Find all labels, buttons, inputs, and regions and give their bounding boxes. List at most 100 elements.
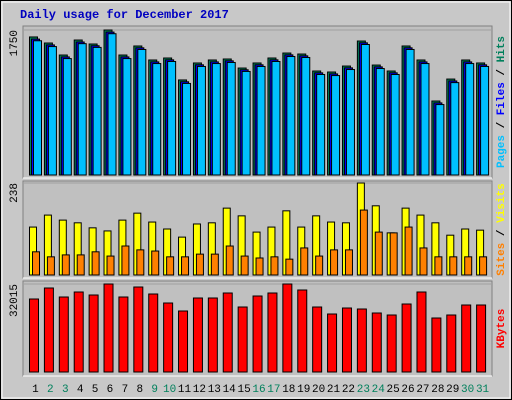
x-tick-label: 25 (387, 384, 400, 396)
bar (464, 256, 473, 276)
bar (226, 61, 236, 176)
x-tick-label: 1 (32, 384, 39, 396)
chart-title: Daily usage for December 2017 (20, 8, 229, 22)
bar (210, 253, 219, 276)
x-tick-label: 14 (223, 384, 237, 396)
x-tick-label: 23 (357, 384, 370, 396)
bar (416, 291, 427, 373)
bar (450, 82, 460, 176)
bar (133, 286, 144, 373)
bar (167, 60, 177, 176)
bar (106, 255, 115, 276)
bar (195, 253, 204, 276)
bar (43, 287, 54, 373)
bar (449, 256, 458, 276)
bar (390, 73, 400, 176)
bar (62, 58, 72, 176)
bar (389, 232, 398, 276)
bar (434, 256, 443, 276)
bar (431, 317, 442, 373)
x-tick-label: 6 (107, 384, 114, 396)
x-tick-label: 15 (237, 384, 250, 396)
bar (237, 306, 248, 373)
bar (282, 283, 293, 373)
legend: Sites / Visits (496, 183, 508, 275)
x-tick-label: 31 (476, 384, 490, 396)
x-tick-label: 8 (136, 384, 143, 396)
x-tick-label: 5 (92, 384, 99, 396)
x-tick-label: 24 (372, 384, 386, 396)
x-tick-label: 29 (446, 384, 459, 396)
bar (103, 283, 114, 373)
bar (401, 303, 412, 373)
bar (152, 63, 162, 176)
x-tick-label: 7 (122, 384, 129, 396)
bar (136, 249, 145, 276)
bar (121, 245, 130, 276)
x-tick-label: 13 (208, 384, 221, 396)
bar (267, 292, 278, 373)
bar (331, 75, 341, 176)
bar (327, 313, 338, 373)
bar (33, 40, 42, 176)
x-tick-label: 18 (282, 384, 295, 396)
y-tick-label: 1750 (9, 30, 21, 56)
bar (181, 256, 190, 276)
bar (58, 296, 69, 373)
bar (148, 293, 159, 373)
bar (476, 304, 487, 373)
bar (359, 209, 368, 276)
bar (137, 48, 147, 176)
bar (300, 247, 309, 276)
bar (122, 58, 132, 176)
bar (435, 104, 445, 176)
bar (356, 308, 367, 373)
x-tick-label: 3 (62, 384, 69, 396)
bar (297, 289, 308, 373)
bar (211, 63, 221, 176)
bar (61, 254, 70, 276)
bar (386, 314, 397, 373)
bar (207, 297, 218, 373)
bar (151, 250, 160, 276)
bar (345, 69, 355, 176)
x-tick-label: 19 (297, 384, 310, 396)
bar (166, 256, 175, 276)
bar (271, 60, 281, 176)
bar (344, 249, 353, 276)
bar (192, 297, 203, 373)
x-tick-label: 2 (47, 384, 54, 396)
bar (163, 302, 174, 373)
bar (47, 46, 57, 176)
bar (446, 314, 457, 373)
x-tick-label: 20 (312, 384, 325, 396)
bar (371, 312, 382, 373)
x-tick-label: 9 (151, 384, 158, 396)
bar (480, 65, 490, 176)
legend: Pages / Files / Hits (496, 36, 508, 168)
bar (405, 48, 415, 176)
x-tick-label: 21 (327, 384, 341, 396)
bar (255, 257, 264, 276)
bar (182, 82, 192, 176)
bar (178, 310, 189, 373)
bar (46, 256, 55, 276)
bar (118, 296, 129, 373)
bar (360, 44, 370, 176)
x-tick-label: 4 (77, 384, 84, 396)
bar (29, 298, 39, 373)
bar (461, 304, 472, 373)
x-tick-label: 30 (461, 384, 474, 396)
bar (222, 292, 233, 373)
bar (241, 70, 251, 176)
bar (91, 251, 100, 276)
legend-separator: / (496, 115, 508, 135)
legend: KBytes (496, 309, 508, 349)
bar (312, 306, 323, 373)
bar (73, 291, 84, 373)
y-tick-label: 32015 (9, 284, 21, 317)
bar (404, 226, 413, 276)
bar (225, 245, 234, 276)
bar (341, 307, 352, 373)
bar (240, 255, 249, 276)
